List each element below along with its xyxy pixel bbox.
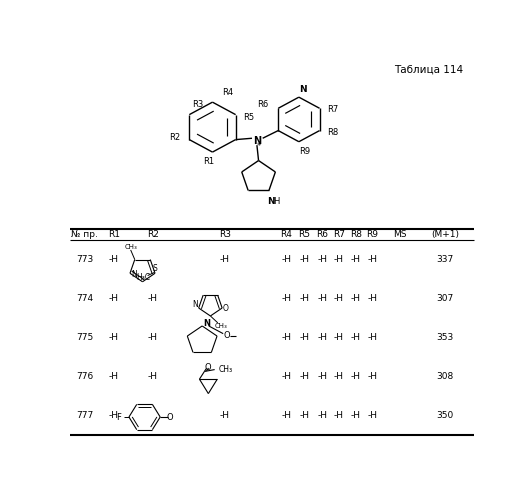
Text: -H: -H <box>281 333 292 342</box>
Text: 308: 308 <box>436 372 453 381</box>
Text: -H: -H <box>350 333 361 342</box>
Text: CH₃: CH₃ <box>124 244 137 250</box>
Text: -H: -H <box>281 411 292 420</box>
Text: R6: R6 <box>257 100 268 109</box>
Text: -H: -H <box>334 255 344 264</box>
Text: -H: -H <box>367 411 377 420</box>
Text: H₃C: H₃C <box>136 273 151 282</box>
Text: R8: R8 <box>350 230 362 239</box>
Text: -H: -H <box>148 333 158 342</box>
Text: -H: -H <box>350 255 361 264</box>
Text: R9: R9 <box>366 230 378 239</box>
Text: -H: -H <box>220 255 230 264</box>
Text: N: N <box>253 136 261 146</box>
Text: -H: -H <box>299 294 309 303</box>
Text: 307: 307 <box>436 294 453 303</box>
Text: 774: 774 <box>76 294 93 303</box>
Text: -H: -H <box>318 411 327 420</box>
Text: 353: 353 <box>436 333 453 342</box>
Text: -H: -H <box>318 294 327 303</box>
Text: N: N <box>193 300 198 309</box>
Text: № пр.: № пр. <box>72 230 98 239</box>
Text: -H: -H <box>281 255 292 264</box>
Text: -H: -H <box>109 333 119 342</box>
Text: F: F <box>116 413 121 422</box>
Text: -H: -H <box>109 372 119 381</box>
Text: O: O <box>204 363 211 372</box>
Text: O: O <box>223 331 230 340</box>
Text: 777: 777 <box>76 411 93 420</box>
Text: R2: R2 <box>147 230 159 239</box>
Text: -H: -H <box>318 333 327 342</box>
Text: -H: -H <box>334 372 344 381</box>
Text: R3: R3 <box>192 100 204 109</box>
Text: -H: -H <box>299 333 309 342</box>
Text: N: N <box>203 319 211 328</box>
Text: O: O <box>222 304 228 313</box>
Text: R1: R1 <box>203 157 214 166</box>
Text: -H: -H <box>299 411 309 420</box>
Text: -H: -H <box>109 294 119 303</box>
Text: -H: -H <box>148 294 158 303</box>
Text: -H: -H <box>367 333 377 342</box>
Text: -H: -H <box>350 372 361 381</box>
Text: R5: R5 <box>243 113 254 122</box>
Text: 776: 776 <box>76 372 93 381</box>
Text: R2: R2 <box>169 133 181 142</box>
Text: S: S <box>152 264 157 273</box>
Text: R3: R3 <box>219 230 231 239</box>
Text: 775: 775 <box>76 333 93 342</box>
Text: R6: R6 <box>316 230 328 239</box>
Text: N: N <box>267 197 275 206</box>
Text: -H: -H <box>367 255 377 264</box>
Text: 773: 773 <box>76 255 93 264</box>
Text: -H: -H <box>350 411 361 420</box>
Text: MS: MS <box>393 230 406 239</box>
Text: -H: -H <box>299 255 309 264</box>
Text: R1: R1 <box>108 230 119 239</box>
Text: -H: -H <box>281 372 292 381</box>
Text: -H: -H <box>318 255 327 264</box>
Text: CH₃: CH₃ <box>219 365 233 374</box>
Text: R9: R9 <box>299 147 311 156</box>
Text: CH₃: CH₃ <box>215 322 227 328</box>
Text: -H: -H <box>334 411 344 420</box>
Text: -H: -H <box>367 372 377 381</box>
Text: N: N <box>299 85 307 94</box>
Text: R7: R7 <box>327 105 338 114</box>
Text: (M+1): (M+1) <box>431 230 459 239</box>
Text: -H: -H <box>334 294 344 303</box>
Text: -H: -H <box>281 294 292 303</box>
Text: -H: -H <box>109 255 119 264</box>
Text: -H: -H <box>220 411 230 420</box>
Text: R4: R4 <box>222 88 234 97</box>
Text: O: O <box>167 413 174 422</box>
Text: -H: -H <box>334 333 344 342</box>
Text: -H: -H <box>350 294 361 303</box>
Text: Таблица 114: Таблица 114 <box>394 64 463 74</box>
Text: -H: -H <box>109 411 119 420</box>
Text: N: N <box>131 270 137 279</box>
Text: R7: R7 <box>333 230 345 239</box>
Text: R4: R4 <box>280 230 293 239</box>
Text: -H: -H <box>318 372 327 381</box>
Text: 350: 350 <box>436 411 453 420</box>
Text: R8: R8 <box>327 128 338 137</box>
Text: -H: -H <box>148 372 158 381</box>
Text: -H: -H <box>367 294 377 303</box>
Text: *: * <box>256 142 261 151</box>
Text: 337: 337 <box>436 255 453 264</box>
Text: R5: R5 <box>298 230 310 239</box>
Text: H: H <box>273 197 279 206</box>
Text: -H: -H <box>299 372 309 381</box>
